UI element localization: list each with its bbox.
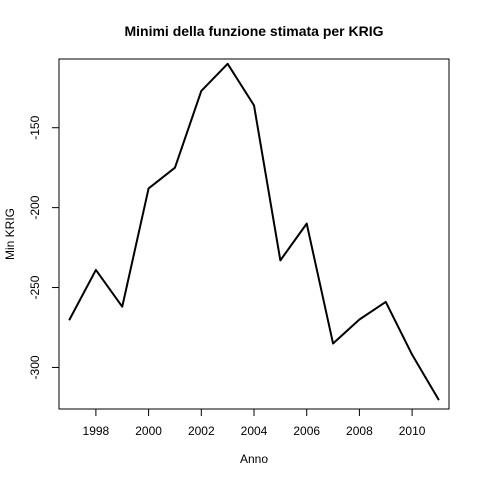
y-axis-label: Min KRIG [3, 208, 17, 260]
x-axis-label: Anno [240, 452, 268, 466]
series-layer [68, 62, 440, 401]
y-axis: -300 -250 -200 -150 [28, 115, 59, 379]
data-point [95, 269, 97, 271]
data-point [437, 398, 440, 401]
data-point [332, 342, 334, 345]
x-tick-label: 2002 [188, 424, 215, 438]
y-tick-label: -200 [28, 195, 42, 219]
x-tick-label: 2006 [293, 424, 320, 438]
data-point [147, 187, 150, 190]
y-tick-label: -150 [28, 115, 42, 139]
x-tick-label: 2000 [135, 424, 162, 438]
data-point [174, 166, 176, 169]
x-axis: 1998 2000 2002 2004 2006 2008 2010 [83, 409, 426, 438]
data-point [68, 318, 71, 321]
data-point [121, 305, 124, 308]
y-tick-label: -300 [28, 355, 42, 379]
x-tick-label: 2004 [241, 424, 268, 438]
x-tick-label: 1998 [83, 424, 110, 438]
data-point [384, 301, 387, 303]
data-point [279, 259, 282, 262]
x-tick-label: 2008 [346, 424, 373, 438]
data-point [358, 318, 361, 321]
data-point [253, 104, 255, 107]
data-point [411, 353, 413, 356]
x-tick-label: 2010 [399, 424, 426, 438]
chart-title: Minimi della funzione stimata per KRIG [124, 23, 383, 39]
y-tick-label: -250 [28, 275, 42, 299]
data-point [200, 90, 203, 92]
data-point [226, 62, 229, 65]
data-point [305, 222, 308, 225]
